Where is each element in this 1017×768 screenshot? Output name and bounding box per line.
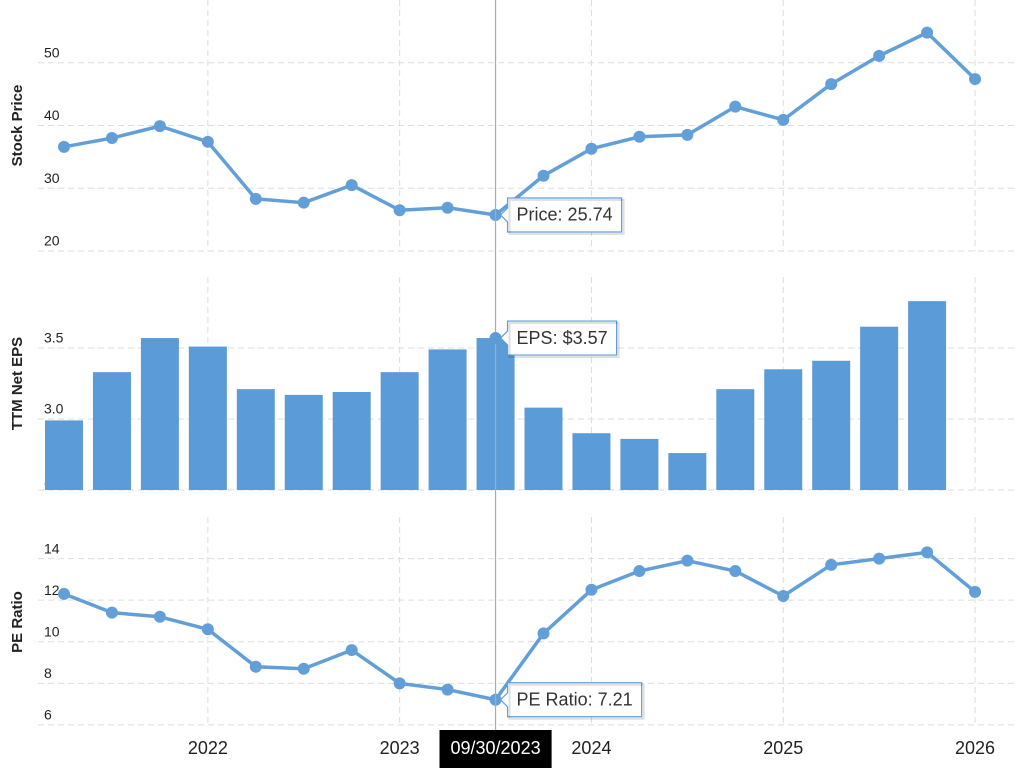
point — [681, 128, 694, 141]
tooltip: EPS: $3.57 — [499, 320, 620, 359]
point — [825, 78, 838, 91]
bar — [284, 394, 323, 490]
point — [249, 192, 262, 205]
point — [873, 49, 886, 62]
point — [153, 120, 166, 133]
y-axis-title: PE Ratio — [9, 591, 26, 653]
bar — [860, 326, 899, 490]
y-tick-label: 20 — [44, 233, 60, 249]
point — [633, 130, 646, 143]
y-tick-label: 14 — [44, 540, 60, 556]
bar — [332, 392, 371, 490]
tooltip-box — [499, 682, 643, 718]
point — [585, 583, 598, 596]
point — [249, 660, 262, 673]
tooltip-box — [499, 197, 623, 233]
point — [585, 142, 598, 155]
tooltip-text: Price: 25.74 — [517, 205, 613, 225]
cursor-point — [489, 332, 502, 345]
x-tick-label: 2022 — [188, 738, 228, 758]
point — [345, 179, 358, 192]
y-tick-label: 30 — [44, 170, 60, 186]
point — [393, 204, 406, 217]
point — [345, 644, 358, 657]
point — [441, 683, 454, 696]
bar — [236, 389, 275, 490]
point — [825, 558, 838, 571]
bar — [716, 389, 755, 490]
tooltip-shadow — [508, 322, 620, 359]
bar — [188, 346, 227, 490]
bar — [92, 372, 131, 490]
bar — [620, 438, 659, 490]
point — [873, 552, 886, 565]
point — [537, 169, 550, 182]
point — [969, 585, 982, 598]
point — [777, 113, 790, 126]
y-axis-title: Stock Price — [9, 85, 26, 167]
x-tick-label: 2025 — [763, 738, 803, 758]
tooltip: PE Ratio: 7.21 — [499, 682, 645, 720]
bar — [668, 453, 707, 490]
point — [393, 677, 406, 690]
bar — [428, 349, 467, 490]
point — [681, 554, 694, 567]
tooltip-text: PE Ratio: 7.21 — [517, 690, 633, 710]
point — [729, 565, 742, 578]
bar — [45, 420, 83, 490]
point — [297, 196, 310, 209]
point — [201, 135, 214, 148]
tooltip-box — [499, 320, 618, 356]
point — [921, 26, 934, 39]
tooltip: Price: 25.74 — [499, 197, 625, 235]
point — [58, 587, 70, 600]
bar — [524, 407, 563, 490]
bar — [812, 360, 851, 490]
y-tick-label: 3.5 — [44, 330, 64, 346]
point — [633, 565, 646, 578]
point — [297, 662, 310, 675]
x-tick-label: 2024 — [571, 738, 611, 758]
x-tick-label: 2023 — [380, 738, 420, 758]
cursor-label: 09/30/2023 — [451, 738, 541, 758]
point — [729, 100, 742, 113]
point — [537, 627, 550, 640]
x-tick-label: 2026 — [955, 738, 995, 758]
y-tick-label: 3.0 — [44, 401, 64, 417]
tooltip-shadow — [508, 198, 625, 235]
point — [105, 132, 118, 145]
bar — [572, 433, 611, 490]
line — [63, 30, 977, 217]
point — [201, 623, 214, 636]
bar — [380, 372, 419, 490]
point — [105, 606, 118, 619]
bar — [764, 369, 803, 490]
y-tick-label: 8 — [44, 665, 52, 681]
tooltip-shadow — [508, 683, 645, 720]
y-tick-label: 6 — [44, 707, 52, 723]
point — [777, 590, 790, 603]
y-tick-label: 10 — [44, 623, 60, 639]
line — [63, 550, 977, 702]
point — [969, 73, 982, 86]
bar — [908, 301, 947, 490]
y-tick-label: 50 — [44, 44, 60, 60]
point — [921, 546, 934, 559]
bar — [140, 338, 179, 490]
y-tick-label: 40 — [44, 107, 60, 123]
point — [153, 610, 166, 623]
tooltip-text: EPS: $3.57 — [517, 328, 608, 348]
cursor-label-box — [439, 730, 552, 768]
y-tick-label: 12 — [44, 582, 60, 598]
point — [441, 201, 454, 214]
point — [58, 140, 70, 153]
y-axis-title: TTM Net EPS — [9, 337, 26, 430]
